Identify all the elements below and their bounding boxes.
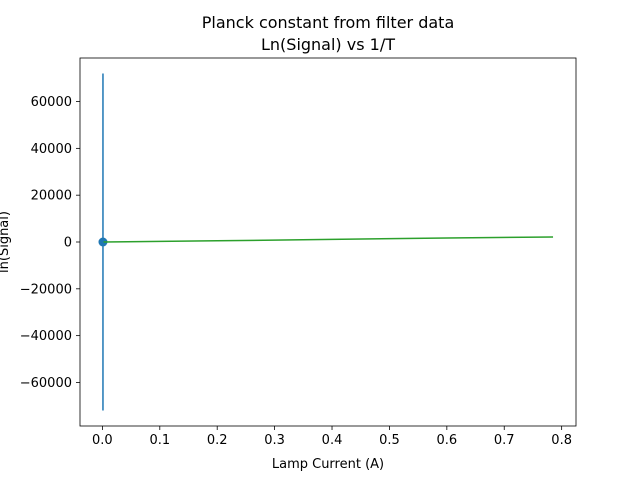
y-tick-label: 40000: [31, 142, 72, 157]
chart-title: Planck constant from filter data: [202, 13, 455, 32]
x-tick-label: 0.6: [436, 433, 457, 448]
x-tick-label: 0.5: [379, 433, 400, 448]
x-axis-label: Lamp Current (A): [272, 457, 384, 472]
y-tick-label: −60000: [20, 376, 72, 391]
x-tick-label: 0.7: [494, 433, 515, 448]
x-tick-label: 0.3: [264, 433, 285, 448]
y-tick-label: 20000: [31, 189, 72, 204]
x-tick-label: 0.2: [207, 433, 228, 448]
y-tick-label: −20000: [20, 282, 72, 297]
fit-line: [103, 236, 554, 243]
x-tick-label: 0.4: [322, 433, 343, 448]
x-tick-label: 0.8: [551, 433, 572, 448]
x-tick-label: 0.1: [149, 433, 170, 448]
x-axis: 0.0 0.1 0.2 0.3 0.4 0.5 0.6 0.7 0.8: [92, 426, 572, 448]
y-axis: −60000 −40000 −20000 0 20000 40000 60000: [20, 95, 80, 391]
y-tick-label: 60000: [31, 95, 72, 110]
x-tick-label: 0.0: [92, 433, 113, 448]
chart-subtitle: Ln(Signal) vs 1/T: [261, 35, 395, 54]
plot-area: [98, 73, 554, 411]
y-tick-label: −40000: [20, 329, 72, 344]
y-axis-label: ln(Signal): [0, 211, 12, 273]
y-tick-label: 0: [64, 236, 72, 251]
data-point: [98, 237, 108, 247]
